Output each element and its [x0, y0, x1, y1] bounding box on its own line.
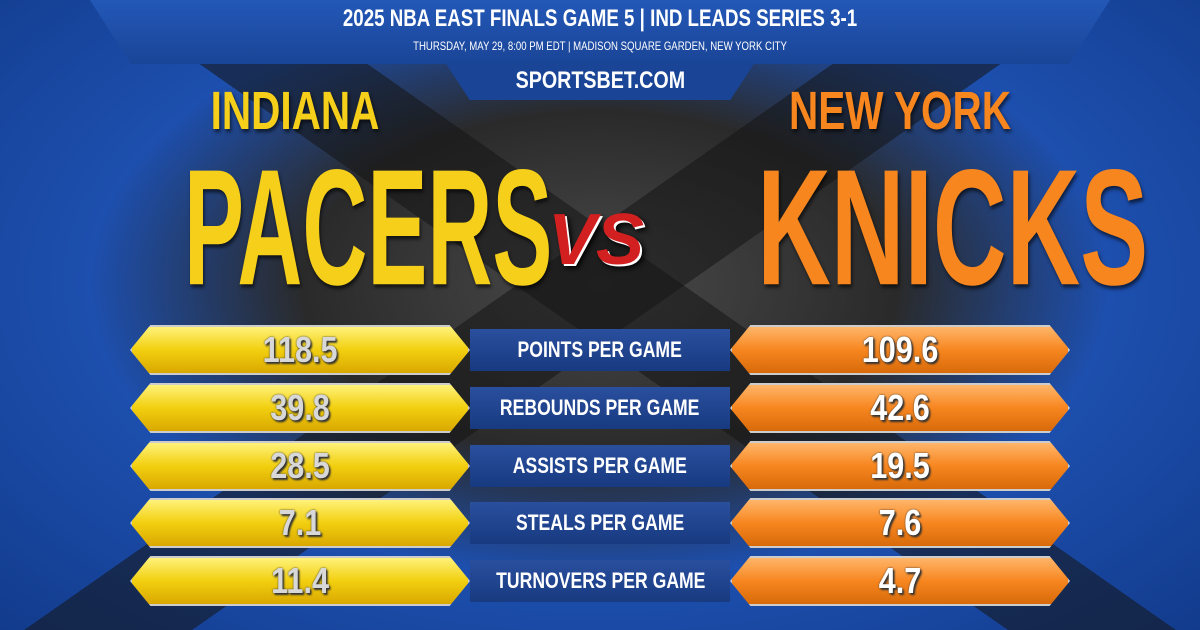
right-value-bar: 4.7 — [730, 556, 1070, 606]
stat-label-box: REBOUNDS PER GAME — [470, 387, 730, 429]
right-value: 42.6 — [870, 387, 930, 428]
right-value: 109.6 — [861, 329, 939, 370]
right-value: 19.5 — [870, 445, 930, 486]
team-right-city: NEW YORK — [788, 81, 1012, 141]
stat-row: 39.8 REBOUNDS PER GAME 42.6 — [130, 383, 1070, 433]
left-value: 11.4 — [271, 560, 329, 601]
left-value-bar: 118.5 — [130, 325, 470, 375]
right-value-bar: 7.6 — [730, 498, 1070, 548]
stat-label-box: STEALS PER GAME — [470, 502, 730, 544]
stat-row: 118.5 POINTS PER GAME 109.6 — [130, 325, 1070, 375]
left-value-bar: 28.5 — [130, 441, 470, 491]
game-title: 2025 NBA EAST FINALS GAME 5 | IND LEADS … — [342, 5, 858, 32]
vs-logo: VS — [548, 200, 645, 280]
stat-label-box: TURNOVERS PER GAME — [470, 560, 730, 602]
stat-row: 7.1 STEALS PER GAME 7.6 — [130, 498, 1070, 548]
stat-label-box: ASSISTS PER GAME — [470, 445, 730, 487]
left-value-bar: 7.1 — [130, 498, 470, 548]
team-left-name: PACERS — [184, 134, 553, 320]
right-value-bar: 109.6 — [730, 325, 1070, 375]
stat-row: 11.4 TURNOVERS PER GAME 4.7 — [130, 556, 1070, 606]
right-value-bar: 19.5 — [730, 441, 1070, 491]
stat-label: ASSISTS PER GAME — [512, 453, 688, 478]
right-value: 4.7 — [878, 560, 922, 601]
left-value: 118.5 — [262, 329, 338, 370]
stat-label: TURNOVERS PER GAME — [496, 568, 706, 593]
right-value-bar: 42.6 — [730, 383, 1070, 433]
left-value-bar: 11.4 — [130, 556, 470, 606]
game-details: THURSDAY, MAY 29, 8:00 PM EDT | MADISON … — [413, 39, 787, 53]
header-banner: 2025 NBA EAST FINALS GAME 5 | IND LEADS … — [90, 0, 1110, 64]
brand-text: SPORTSBET.COM — [515, 67, 685, 94]
left-value: 28.5 — [270, 445, 330, 486]
right-value: 7.6 — [878, 502, 922, 543]
team-right-name: KNICKS — [757, 134, 1149, 320]
left-value-bar: 39.8 — [130, 383, 470, 433]
stat-label-box: POINTS PER GAME — [470, 329, 730, 371]
stat-label: POINTS PER GAME — [517, 337, 683, 362]
brand-tab: SPORTSBET.COM — [445, 62, 755, 100]
left-value: 7.1 — [278, 502, 322, 543]
stat-label: STEALS PER GAME — [515, 510, 685, 535]
stat-row: 28.5 ASSISTS PER GAME 19.5 — [130, 441, 1070, 491]
stat-label: REBOUNDS PER GAME — [500, 395, 700, 420]
team-left-city: INDIANA — [210, 81, 380, 141]
left-value: 39.8 — [270, 387, 330, 428]
